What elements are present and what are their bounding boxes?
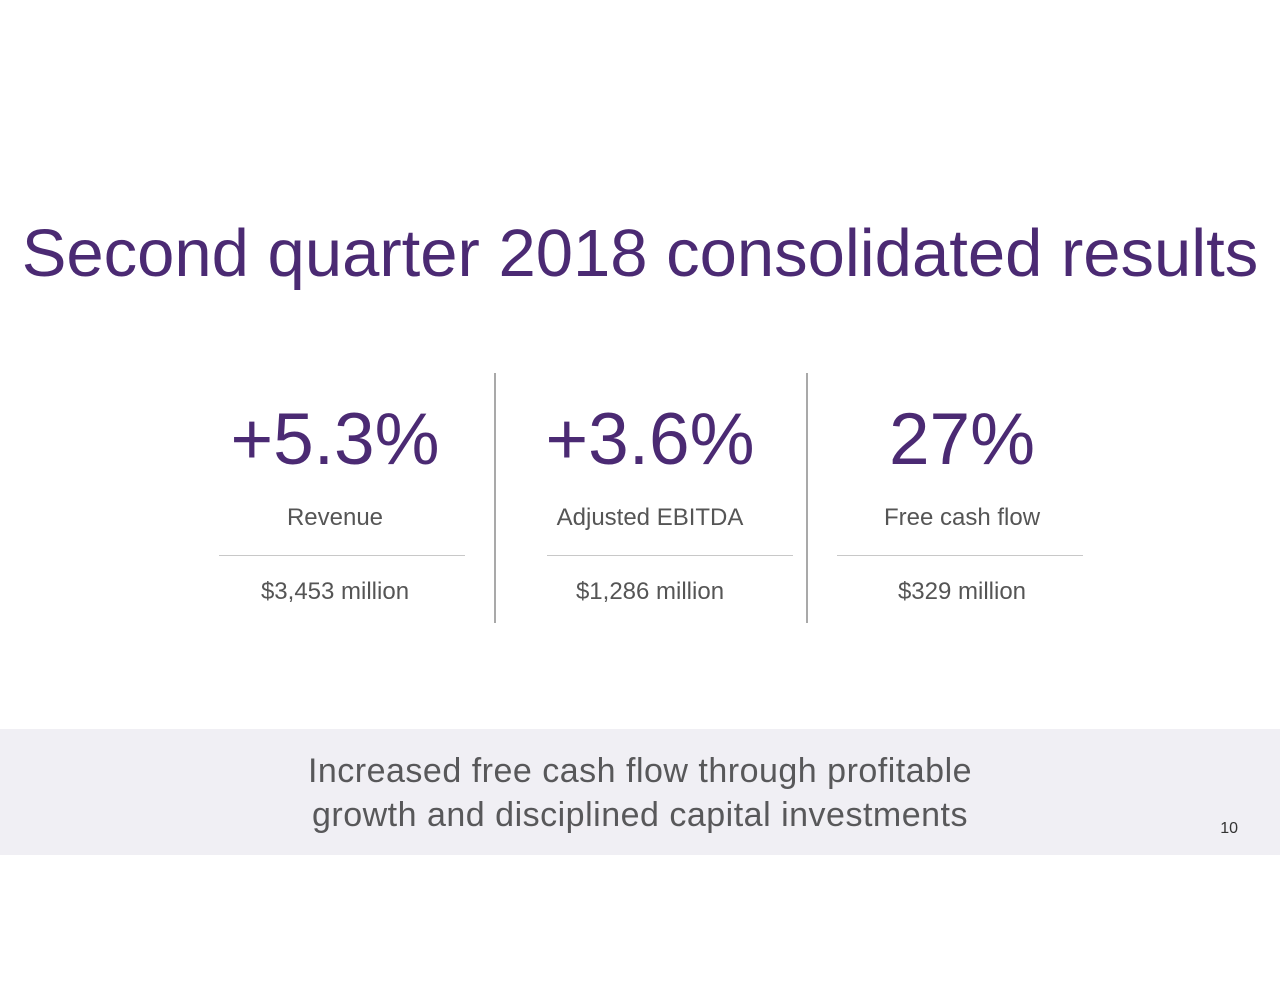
metric-revenue: +5.3% Revenue $3,453 million — [215, 398, 465, 605]
metric-label: Free cash flow — [883, 504, 1041, 531]
slide-title: Second quarter 2018 consolidated results — [21, 216, 1259, 291]
metric-label: Adjusted EBITDA — [556, 504, 744, 531]
column-divider — [494, 373, 496, 623]
column-divider — [806, 373, 808, 623]
metric-rule — [547, 555, 793, 556]
metric-amount: $3,453 million — [260, 578, 410, 605]
metric-amount: $329 million — [897, 578, 1027, 605]
metric-label: Revenue — [286, 504, 384, 531]
banner-line-1: Increased free cash flow through profita… — [307, 752, 973, 790]
metric-rule — [219, 555, 465, 556]
page-number: 10 — [1220, 820, 1238, 837]
banner-text: Increased free cash flow through profita… — [0, 749, 1280, 837]
banner-line-2: growth and disciplined capital investmen… — [311, 796, 968, 834]
summary-banner: Increased free cash flow through profita… — [0, 729, 1280, 855]
metric-value: 27% — [888, 399, 1036, 480]
metric-free-cash-flow: 27% Free cash flow $329 million — [837, 398, 1083, 605]
metric-value: +3.6% — [545, 399, 755, 480]
metric-rule — [837, 555, 1083, 556]
metric-amount: $1,286 million — [575, 578, 725, 605]
metric-value: +5.3% — [230, 399, 440, 480]
metric-adjusted-ebitda: +3.6% Adjusted EBITDA $1,286 million — [530, 398, 793, 605]
